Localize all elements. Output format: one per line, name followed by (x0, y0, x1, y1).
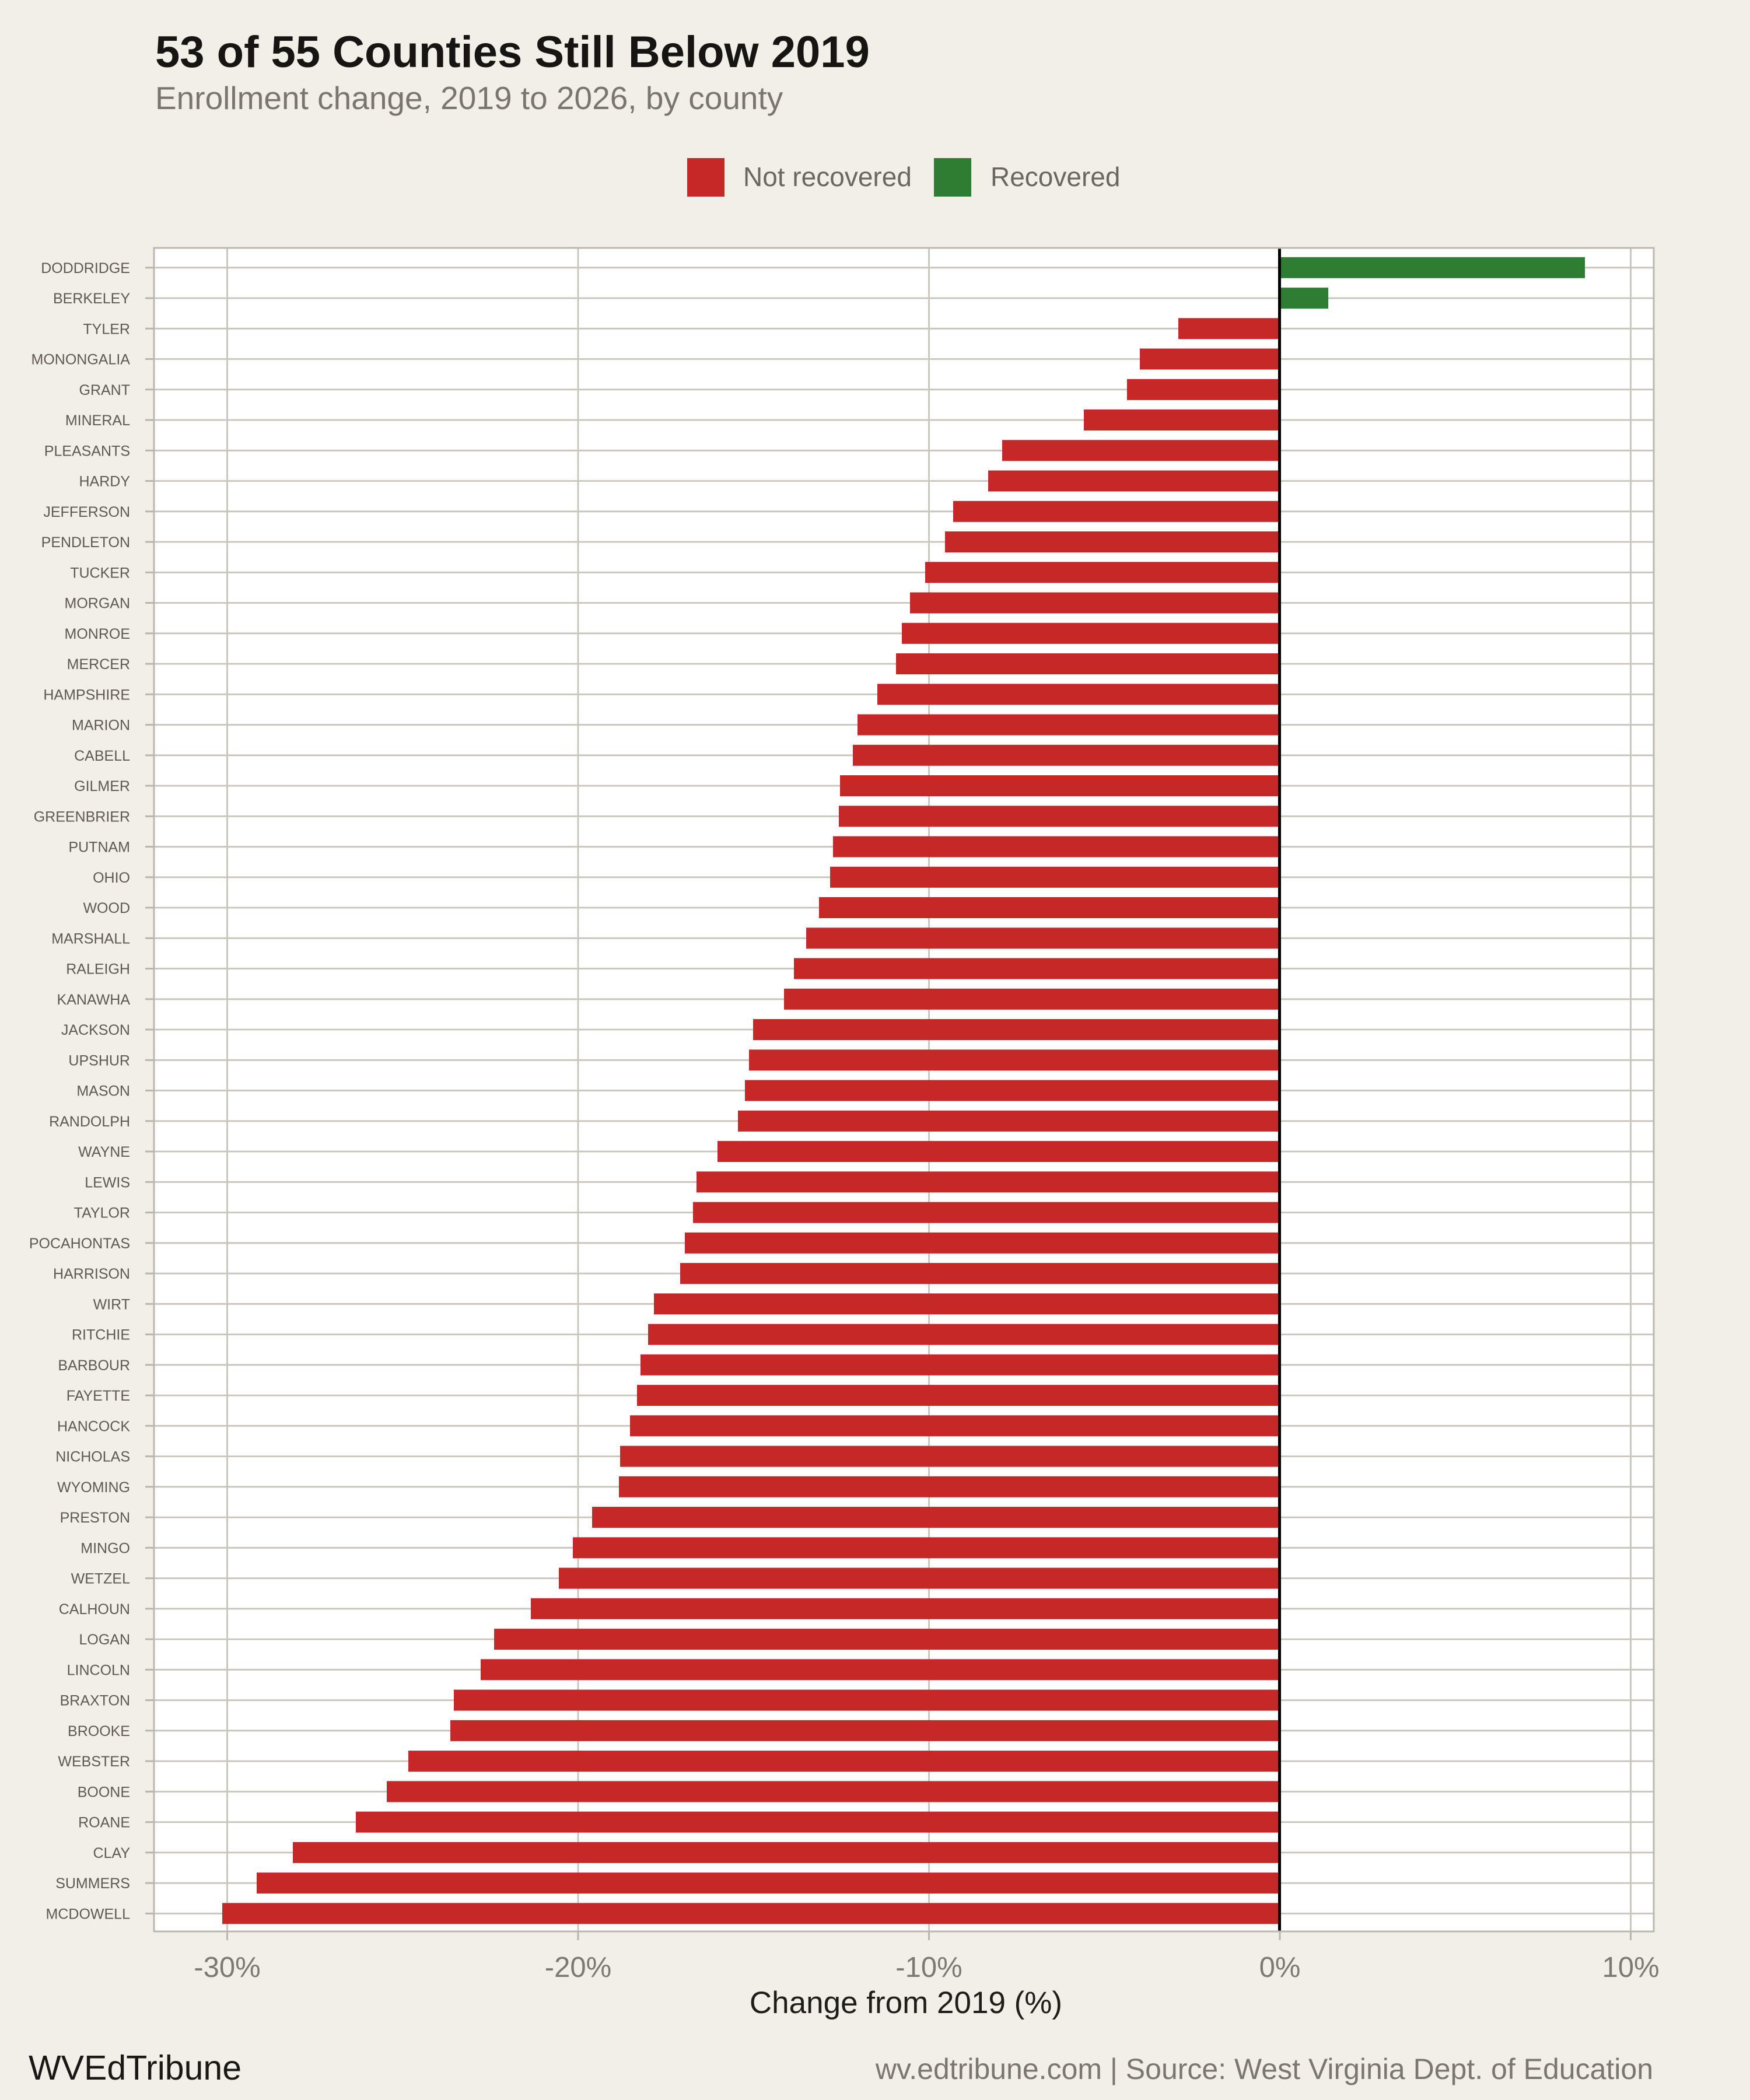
svg-text:UPSHUR: UPSHUR (68, 1052, 130, 1069)
svg-text:10%: 10% (1602, 1952, 1659, 1983)
svg-text:MARION: MARION (72, 718, 130, 734)
svg-text:JEFFERSON: JEFFERSON (43, 504, 130, 520)
svg-text:MONROE: MONROE (65, 626, 131, 642)
svg-text:RANDOLPH: RANDOLPH (49, 1114, 130, 1130)
svg-text:WEBSTER: WEBSTER (58, 1754, 130, 1770)
svg-text:Change from 2019 (%): Change from 2019 (%) (750, 1986, 1062, 2020)
svg-text:CLAY: CLAY (93, 1845, 131, 1861)
svg-text:PUTNAM: PUTNAM (68, 839, 130, 856)
svg-text:WVEdTribune: WVEdTribune (29, 2049, 242, 2087)
svg-text:GRANT: GRANT (79, 382, 131, 398)
svg-text:TYLER: TYLER (83, 321, 130, 337)
svg-text:LEWIS: LEWIS (85, 1174, 130, 1191)
svg-text:Not recovered: Not recovered (743, 162, 912, 192)
svg-text:BOONE: BOONE (78, 1784, 130, 1800)
svg-text:WIRT: WIRT (93, 1296, 130, 1312)
svg-text:53 of 55 Counties Still Below: 53 of 55 Counties Still Below 2019 (155, 27, 870, 77)
svg-text:LOGAN: LOGAN (79, 1632, 130, 1648)
svg-text:HARRISON: HARRISON (53, 1266, 130, 1282)
svg-text:CALHOUN: CALHOUN (59, 1601, 130, 1618)
svg-text:CABELL: CABELL (74, 748, 130, 764)
svg-text:FAYETTE: FAYETTE (66, 1388, 130, 1404)
svg-text:MORGAN: MORGAN (65, 596, 131, 612)
svg-text:-20%: -20% (545, 1952, 611, 1983)
svg-text:JACKSON: JACKSON (61, 1022, 130, 1038)
svg-text:MONONGALIA: MONONGALIA (32, 352, 131, 368)
svg-text:GREENBRIER: GREENBRIER (34, 808, 130, 825)
svg-text:MARSHALL: MARSHALL (51, 930, 130, 947)
svg-text:TUCKER: TUCKER (70, 565, 130, 581)
svg-text:Recovered: Recovered (991, 162, 1120, 192)
svg-text:HANCOCK: HANCOCK (57, 1418, 130, 1434)
svg-text:WOOD: WOOD (83, 900, 130, 916)
svg-text:ROANE: ROANE (78, 1815, 130, 1831)
svg-text:POCAHONTAS: POCAHONTAS (29, 1236, 130, 1252)
svg-text:WAYNE: WAYNE (78, 1144, 130, 1160)
svg-text:LINCOLN: LINCOLN (67, 1662, 130, 1678)
svg-text:wv.edtribune.com | Source: Wes: wv.edtribune.com | Source: West Virginia… (875, 2053, 1653, 2085)
svg-text:RITCHIE: RITCHIE (72, 1327, 130, 1343)
svg-text:BARBOUR: BARBOUR (58, 1357, 130, 1374)
svg-text:SUMMERS: SUMMERS (55, 1875, 130, 1892)
svg-text:BROOKE: BROOKE (68, 1723, 130, 1740)
svg-text:RALEIGH: RALEIGH (66, 961, 130, 978)
svg-text:MASON: MASON (76, 1083, 130, 1100)
svg-text:HAMPSHIRE: HAMPSHIRE (43, 687, 130, 703)
svg-text:BERKELEY: BERKELEY (53, 290, 130, 307)
svg-text:PLEASANTS: PLEASANTS (44, 443, 130, 459)
svg-text:KANAWHA: KANAWHA (57, 992, 131, 1008)
svg-text:HARDY: HARDY (79, 474, 130, 490)
svg-text:MINGO: MINGO (80, 1540, 130, 1556)
svg-text:GILMER: GILMER (74, 778, 130, 794)
svg-text:OHIO: OHIO (93, 870, 130, 886)
svg-text:MINERAL: MINERAL (65, 412, 130, 429)
svg-text:PRESTON: PRESTON (60, 1510, 130, 1526)
svg-text:MERCER: MERCER (67, 656, 130, 673)
svg-text:-10%: -10% (895, 1952, 962, 1983)
svg-text:MCDOWELL: MCDOWELL (46, 1906, 131, 1922)
svg-text:Enrollment change, 2019 to 202: Enrollment change, 2019 to 2026, by coun… (155, 80, 783, 116)
svg-text:WYOMING: WYOMING (57, 1479, 130, 1496)
svg-text:WETZEL: WETZEL (71, 1571, 130, 1587)
svg-text:TAYLOR: TAYLOR (74, 1205, 130, 1222)
svg-text:BRAXTON: BRAXTON (60, 1693, 130, 1709)
svg-text:PENDLETON: PENDLETON (41, 534, 130, 551)
svg-text:-30%: -30% (194, 1952, 260, 1983)
svg-text:DODDRIDGE: DODDRIDGE (41, 260, 130, 276)
svg-text:0%: 0% (1259, 1952, 1301, 1983)
svg-text:NICHOLAS: NICHOLAS (55, 1449, 130, 1465)
